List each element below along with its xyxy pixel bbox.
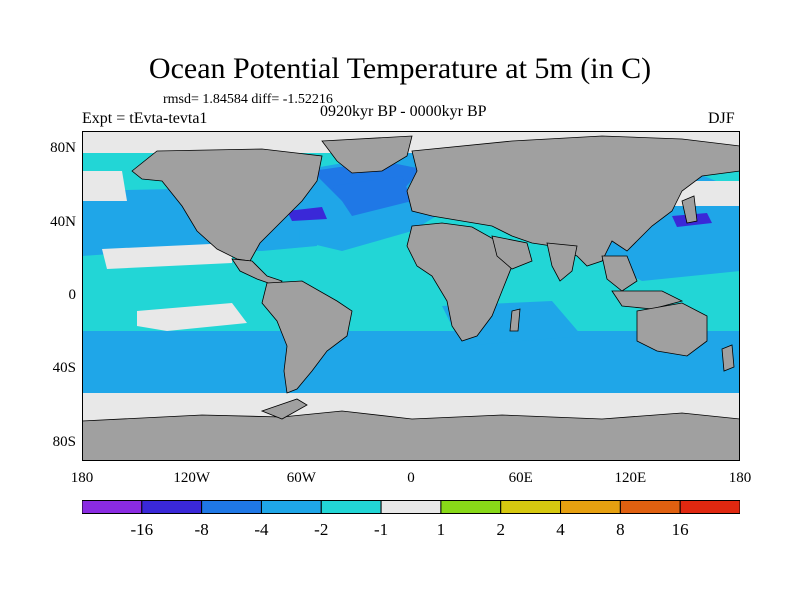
land-indonesia <box>611 290 684 310</box>
anomaly-gulf-stream <box>287 207 327 221</box>
anomaly-southern-band <box>82 331 740 401</box>
colorbar-bin <box>500 500 562 514</box>
land-new-zealand <box>721 344 735 372</box>
land-antarctic-peninsula <box>260 398 308 420</box>
lat-tick-label: 0 <box>68 287 77 303</box>
colorbar-tick-label: -8 <box>194 520 209 539</box>
period-label: 0920kyr BP - 0000kyr BP <box>320 103 487 120</box>
world-map <box>82 131 740 461</box>
colorbar-bin <box>82 500 143 514</box>
lon-tick-label: 120E <box>614 470 647 486</box>
stats-label: rmsd= 1.84584 diff= -1.52216 <box>163 92 333 107</box>
lon-tick-label: 180 <box>70 470 94 486</box>
colorbar-bin <box>141 500 203 514</box>
land-south-america <box>261 280 353 394</box>
colorbar-bin <box>560 500 621 514</box>
colorbar-tick-label: -16 <box>130 520 154 539</box>
colorbar-bin <box>440 500 502 514</box>
lat-tick-label: 40S <box>52 360 76 377</box>
colorbar-tick-label: -4 <box>254 520 269 539</box>
land-greenland <box>321 135 413 174</box>
lon-tick-label: 60W <box>286 470 316 486</box>
colorbar-tick-label: 8 <box>616 520 625 539</box>
lat-tick-label: 80N <box>50 140 76 157</box>
colorbar-bin <box>201 500 262 514</box>
anomaly-labrador <box>332 176 412 216</box>
experiment-label: Expt = tEvta-tevta1 <box>82 110 208 127</box>
colorbar-bin <box>380 500 442 514</box>
colorbar-tick-label: 4 <box>556 520 565 539</box>
land-india <box>546 242 578 282</box>
lon-tick-label: 0 <box>407 470 415 486</box>
lon-tick-label: 180 <box>728 470 752 486</box>
lon-tick-label: 120W <box>173 470 210 486</box>
colorbar <box>82 500 740 514</box>
colorbar-tick-label: -1 <box>373 520 389 539</box>
map-frame <box>82 131 740 461</box>
map-title: Ocean Potential Temperature at 5m (in C) <box>148 52 652 85</box>
land-africa <box>406 222 513 342</box>
land-japan <box>681 195 698 224</box>
land-madagascar <box>509 308 521 332</box>
land-eurasia <box>406 135 740 267</box>
colorbar-tick-label: 1 <box>436 520 446 539</box>
land-antarctica <box>82 410 740 461</box>
land-australia <box>636 302 708 357</box>
neutral-north-pacific <box>102 243 232 269</box>
colorbar-bin <box>679 500 740 514</box>
colorbar-bin <box>260 500 322 514</box>
colorbar-tick-label: -2 <box>314 520 329 539</box>
colorbar-bin <box>320 500 382 514</box>
lat-tick-label: 80S <box>52 433 76 450</box>
lon-tick-label: 60E <box>508 470 533 486</box>
neutral-south-pacific <box>137 303 247 331</box>
colorbar-bin <box>619 500 681 514</box>
colorbar-tick-label: 2 <box>496 520 505 539</box>
neutral-north-atlantic <box>82 171 127 201</box>
land-north-america <box>131 148 323 262</box>
land-arabia <box>491 235 533 270</box>
land-southeast-asia <box>601 255 638 292</box>
neutral-southern-ocean <box>82 393 740 421</box>
season-label: DJF <box>708 110 735 127</box>
lat-tick-label: 40N <box>50 213 76 230</box>
colorbar-tick-label: 16 <box>671 520 689 539</box>
